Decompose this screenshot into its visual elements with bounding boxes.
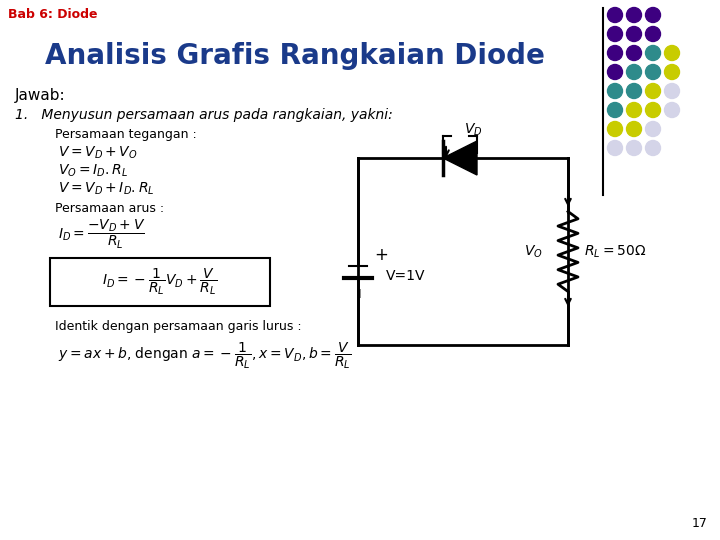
Circle shape bbox=[626, 45, 642, 60]
Circle shape bbox=[626, 122, 642, 137]
Circle shape bbox=[646, 64, 660, 79]
Circle shape bbox=[608, 103, 623, 118]
Circle shape bbox=[608, 45, 623, 60]
Circle shape bbox=[646, 84, 660, 98]
Circle shape bbox=[608, 64, 623, 79]
Text: 17: 17 bbox=[692, 517, 708, 530]
Bar bbox=[50, 258, 270, 306]
Circle shape bbox=[608, 84, 623, 98]
Circle shape bbox=[646, 140, 660, 156]
Text: Persamaan tegangan :: Persamaan tegangan : bbox=[55, 128, 197, 141]
Circle shape bbox=[646, 122, 660, 137]
Text: +: + bbox=[374, 246, 388, 264]
Text: Bab 6: Diode: Bab 6: Diode bbox=[8, 8, 97, 21]
Text: $V_O = I_D . R_L$: $V_O = I_D . R_L$ bbox=[58, 163, 128, 179]
Text: 1.   Menyusun persamaan arus pada rangkaian, yakni:: 1. Menyusun persamaan arus pada rangkaia… bbox=[15, 108, 392, 122]
Text: $V = V_D + I_D . R_L$: $V = V_D + I_D . R_L$ bbox=[58, 181, 155, 198]
Text: $I_D = \dfrac{-V_D + V}{R_L}$: $I_D = \dfrac{-V_D + V}{R_L}$ bbox=[58, 218, 145, 251]
Circle shape bbox=[626, 8, 642, 23]
Circle shape bbox=[646, 8, 660, 23]
Text: $V_O$: $V_O$ bbox=[524, 244, 543, 260]
Text: Analisis Grafis Rangkaian Diode: Analisis Grafis Rangkaian Diode bbox=[45, 42, 545, 70]
Circle shape bbox=[626, 84, 642, 98]
Text: I: I bbox=[358, 287, 362, 300]
Circle shape bbox=[665, 64, 680, 79]
Circle shape bbox=[665, 84, 680, 98]
Text: $I_D = -\dfrac{1}{R_L}V_D + \dfrac{V}{R_L}$: $I_D = -\dfrac{1}{R_L}V_D + \dfrac{V}{R_… bbox=[102, 267, 217, 298]
Text: Jawab:: Jawab: bbox=[15, 88, 66, 103]
Circle shape bbox=[646, 103, 660, 118]
Circle shape bbox=[608, 26, 623, 42]
Text: V=1V: V=1V bbox=[386, 269, 426, 284]
Circle shape bbox=[646, 45, 660, 60]
Circle shape bbox=[665, 45, 680, 60]
Circle shape bbox=[626, 103, 642, 118]
Text: Identik dengan persamaan garis lurus :: Identik dengan persamaan garis lurus : bbox=[55, 320, 302, 333]
Text: Persamaan arus :: Persamaan arus : bbox=[55, 202, 164, 215]
Polygon shape bbox=[443, 141, 477, 175]
Circle shape bbox=[626, 140, 642, 156]
Circle shape bbox=[608, 8, 623, 23]
Circle shape bbox=[626, 26, 642, 42]
Circle shape bbox=[665, 103, 680, 118]
Circle shape bbox=[608, 122, 623, 137]
Text: $R_L = 50\Omega$: $R_L = 50\Omega$ bbox=[584, 244, 647, 260]
Text: $y = ax + b$, dengan $a = -\dfrac{1}{R_L}, x = V_D, b = \dfrac{V}{R_L}$: $y = ax + b$, dengan $a = -\dfrac{1}{R_L… bbox=[58, 340, 351, 371]
Text: $V = V_D + V_O$: $V = V_D + V_O$ bbox=[58, 145, 138, 161]
Text: $V_D$: $V_D$ bbox=[464, 122, 482, 138]
Circle shape bbox=[608, 140, 623, 156]
Circle shape bbox=[626, 64, 642, 79]
Circle shape bbox=[646, 26, 660, 42]
